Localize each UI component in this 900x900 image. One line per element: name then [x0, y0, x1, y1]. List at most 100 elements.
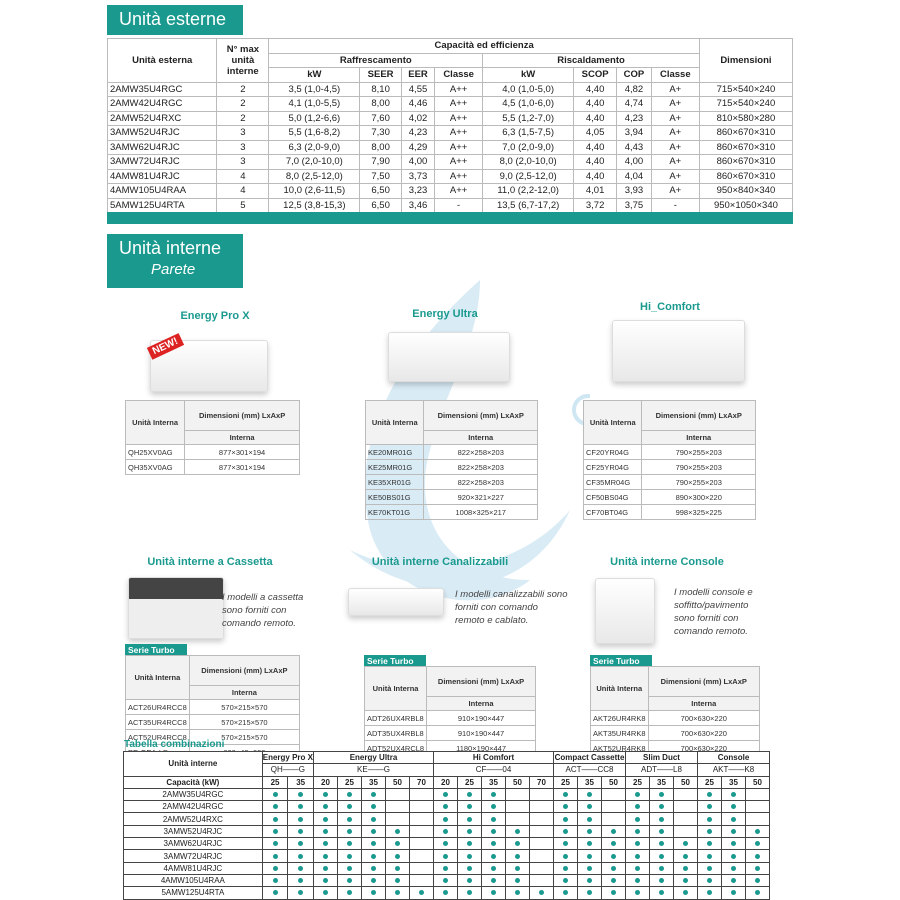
compat-cell	[361, 861, 386, 875]
compatible-dot-icon	[443, 841, 448, 847]
compat-cell	[721, 800, 746, 814]
compat-cell	[553, 873, 578, 888]
group-name: Compact Cassette	[553, 750, 626, 765]
compat-cell	[385, 824, 410, 839]
series-title: Unità interne Canalizzabili	[371, 556, 509, 568]
cell: 715×540×240	[698, 81, 794, 97]
compatible-dot-icon	[443, 878, 448, 884]
cap-value: 35	[649, 775, 674, 789]
col-unit: Unità Interna	[364, 400, 425, 445]
cell: 4,1 (1,0-5,5)	[268, 96, 361, 112]
compatible-dot-icon	[298, 816, 304, 822]
compat-cell	[745, 800, 770, 814]
cell: 4,40	[573, 139, 618, 155]
compat-cell	[313, 861, 338, 875]
compat-cell	[433, 849, 458, 863]
table-row: KE25MR01G 822×258×203	[364, 459, 538, 475]
compat-cell	[481, 800, 506, 814]
compat-cell	[287, 849, 314, 863]
compatible-dot-icon	[515, 841, 520, 847]
compatible-dot-icon	[587, 828, 592, 834]
compatible-dot-icon	[659, 853, 664, 859]
compat-cell	[601, 787, 626, 802]
col-kw: kW	[268, 67, 361, 83]
compatible-dot-icon	[443, 816, 448, 822]
cap-value: 25	[625, 775, 650, 789]
cell: QH25XV0AG	[124, 444, 186, 460]
compatible-dot-icon	[491, 792, 496, 798]
compat-cell	[673, 824, 698, 839]
compat-cell	[529, 873, 554, 888]
compat-cell	[577, 849, 602, 863]
cap-value: 25	[457, 775, 482, 789]
compat-cell	[287, 824, 314, 839]
cell: 790×255×203	[641, 444, 756, 460]
compatible-dot-icon	[371, 804, 376, 810]
compatible-dot-icon	[272, 816, 278, 822]
cell: 4,46	[400, 96, 436, 112]
cap-value: 70	[529, 775, 554, 789]
cell: 4AMW105U4RAA	[106, 183, 218, 199]
compat-cell	[337, 886, 362, 900]
combinations-table: Unità interne Energy Pro X Energy Ultra Hi …	[123, 750, 770, 900]
compatible-dot-icon	[371, 792, 376, 798]
table-row: 4AMW81U4RJC	[123, 861, 770, 875]
compat-cell	[601, 812, 626, 826]
compat-cell	[505, 824, 530, 839]
compat-cell	[409, 861, 434, 875]
description: I modelli canalizzabili sono forniti con…	[455, 589, 568, 626]
cell: 790×255×203	[641, 459, 756, 475]
cell: A++	[434, 125, 484, 141]
compat-cell	[313, 787, 338, 802]
cell: 4,40	[573, 110, 618, 126]
compatible-dot-icon	[491, 878, 496, 884]
compat-cell	[457, 800, 482, 814]
table-row: KE50BS01G 920×321×227	[364, 489, 538, 505]
compatible-dot-icon	[272, 865, 278, 871]
cell: KE20MR01G	[364, 444, 425, 460]
compat-cell	[673, 873, 698, 888]
compat-cell	[433, 886, 458, 900]
compat-cell	[625, 886, 650, 900]
header-row: Unità esterna N° max unità interne Capacit…	[106, 38, 794, 83]
compatible-dot-icon	[467, 828, 472, 834]
compatible-dot-icon	[707, 828, 712, 834]
col-dim: Dimensioni (mm) LxAxP	[426, 666, 536, 697]
compat-cell	[409, 849, 434, 863]
compat-cell	[529, 824, 554, 839]
compat-cell	[313, 824, 338, 839]
table-row: 4AMW105U4RAA 4 10,0 (2,6-11,5) 6,50 3,23 A++ 1…	[106, 183, 794, 199]
cell: KE50BS01G	[364, 489, 425, 505]
cell: 5	[216, 197, 270, 213]
compat-cell	[361, 824, 386, 839]
compat-cell	[625, 837, 650, 851]
compat-cell	[601, 861, 626, 875]
compat-cell	[649, 861, 674, 875]
compatible-dot-icon	[563, 865, 568, 871]
compat-cell	[625, 824, 650, 839]
cell: 890×300×220	[641, 489, 756, 505]
compat-cell	[337, 800, 362, 814]
cell: 822×258×203	[423, 459, 538, 475]
compatible-dot-icon	[683, 853, 688, 859]
compat-cell	[745, 849, 770, 863]
cell: 920×321×227	[423, 489, 538, 505]
compat-cell	[287, 837, 314, 851]
compatible-dot-icon	[635, 865, 640, 871]
compat-cell	[577, 886, 602, 900]
cell: 998×325×225	[641, 504, 756, 520]
cap-value: 35	[481, 775, 506, 789]
cell: 822×258×203	[423, 444, 538, 460]
col-cooling: Raffrescamento	[268, 52, 484, 68]
table-row: 3AMW62U4RJC 3 6,3 (2,0-9,0) 8,00 4,29 A++ 7,0 …	[106, 139, 794, 155]
table-row: ADT35UX4RBL8 910×190×447	[363, 725, 536, 741]
compat-cell	[649, 849, 674, 863]
compatible-dot-icon	[563, 841, 568, 847]
cell: CF50BS04G	[582, 489, 643, 505]
compat-cell	[721, 837, 746, 851]
cell: ADT26UX4RBL8	[363, 710, 428, 726]
compatible-dot-icon	[323, 816, 328, 822]
compatible-dot-icon	[395, 841, 400, 847]
compat-cell	[697, 800, 722, 814]
compatible-dot-icon	[347, 853, 352, 859]
